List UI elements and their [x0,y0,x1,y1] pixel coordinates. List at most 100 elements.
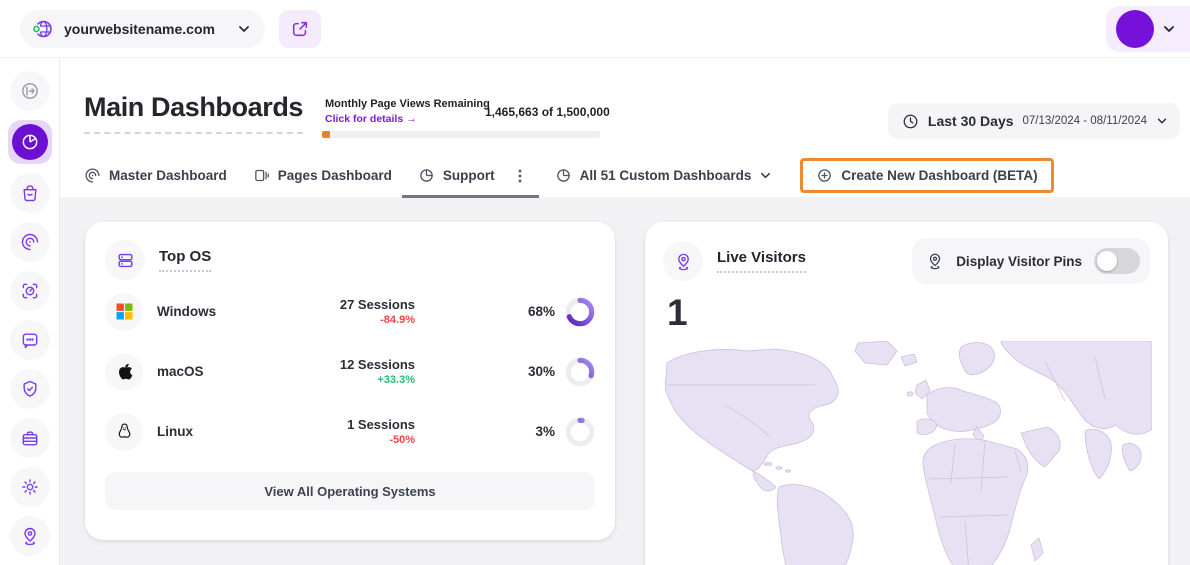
toggle-knob [1097,251,1117,271]
usage-progress-bar [322,131,600,138]
view-all-os-button[interactable]: View All Operating Systems [105,472,595,510]
date-preset: Last 30 Days [927,113,1014,129]
linux-logo [105,412,143,451]
main-area: Main Dashboards Monthly Page Views Remai… [60,58,1190,565]
tab-label: All 51 Custom Dashboards [579,168,752,183]
card-title-top-os: Top OS [159,248,212,272]
dashboard-tabs: Master Dashboard Pages Dashboard Support [84,158,1054,198]
usage-details-link[interactable]: Click for details → [325,113,417,125]
os-change: -84.9% [380,314,415,326]
pie-chart-icon [555,167,572,184]
os-name: macOS [157,364,204,379]
goal-target-icon [20,281,40,301]
live-visitors-card: Live Visitors Display Visitor Pins 1 [645,222,1168,565]
clock-icon [902,113,919,130]
os-name: Linux [157,424,193,439]
sidebar-item-panel-toggle[interactable] [9,71,50,111]
highlight-annotation-box: Create New Dashboard (BETA) [800,158,1054,193]
card-title-live-visitors: Live Visitors [717,249,806,273]
donut-chart [565,357,595,386]
external-link-icon [291,20,309,38]
usage-value: 1,465,663 of 1,500,000 [485,105,610,119]
spiral-icon [20,232,40,252]
sidebar-item-goals[interactable] [9,271,50,311]
account-menu[interactable] [1106,6,1190,52]
sidebar-item-dashboards[interactable] [7,120,52,164]
pins-toggle-label: Display Visitor Pins [956,253,1082,269]
sidebar-item-business[interactable] [9,418,50,458]
page-header: Main Dashboards Monthly Page Views Remai… [60,58,1190,198]
sidebar-item-messages[interactable] [9,320,50,360]
usage-summary: Monthly Page Views Remaining Click for d… [325,98,665,125]
tab-group-support: Support [401,166,539,198]
live-visitor-count: 1 [667,292,688,333]
chevron-down-icon [1156,115,1168,127]
donut-chart [565,417,595,446]
os-row-linux: Linux 1 Sessions -50% 3% [105,403,595,460]
pie-chart-icon [418,167,435,184]
kebab-menu-icon[interactable] [511,166,529,186]
sidebar-item-sessions[interactable] [9,222,50,262]
date-range: 07/13/2024 - 08/11/2024 [1022,115,1147,127]
sidebar-item-security[interactable] [9,369,50,409]
os-change: +33.3% [377,374,415,386]
avatar [1116,10,1154,48]
tab-create-new-dashboard[interactable]: Create New Dashboard (BETA) [816,167,1038,184]
location-pin-icon [926,252,944,270]
tab-master-dashboard[interactable]: Master Dashboard [84,167,227,184]
windows-logo [105,292,143,331]
site-name: yourwebsitename.com [64,20,215,37]
os-sessions: 1 Sessions [347,417,415,432]
os-row-windows: Windows 27 Sessions -84.9% 68% [105,283,595,340]
usage-label: Monthly Page Views Remaining [325,98,490,110]
location-pin-icon [20,526,40,546]
tab-all-custom-dashboards[interactable]: All 51 Custom Dashboards [555,167,773,184]
top-bar: yourwebsitename.com [0,0,1190,58]
shopping-bag-icon [20,183,40,203]
site-selector[interactable]: yourwebsitename.com [20,9,265,48]
chevron-down-icon [1162,22,1176,36]
location-pin-icon [663,241,703,281]
display-visitor-pins-control: Display Visitor Pins [912,238,1150,284]
donut-chart [565,297,595,326]
os-name: Windows [157,304,217,319]
os-percent: 30% [527,364,555,379]
sidebar-item-settings[interactable] [9,467,50,507]
tab-label: Support [442,168,495,183]
settings-gear-icon [20,477,40,497]
os-percent: 3% [535,424,555,439]
sidebar [0,58,60,565]
open-site-button[interactable] [279,9,321,48]
globe-online-icon [30,17,54,41]
tab-label: Create New Dashboard (BETA) [841,168,1038,183]
shield-check-icon [20,379,40,399]
os-sessions: 27 Sessions [339,297,415,312]
os-percent: 68% [527,304,555,319]
sidebar-item-locations[interactable] [9,516,50,556]
world-map [665,341,1152,565]
sidebar-item-commerce[interactable] [9,173,50,213]
tab-label: Master Dashboard [109,168,227,183]
dashboards-pie-icon [20,132,40,152]
usage-progress-fill [322,131,330,138]
server-icon [105,240,145,280]
plus-circle-icon [816,167,833,184]
date-range-picker[interactable]: Last 30 Days 07/13/2024 - 08/11/2024 [887,103,1180,139]
chat-icon [20,330,40,350]
briefcase-icon [20,428,40,448]
tab-support[interactable]: Support [418,167,495,184]
os-sessions: 12 Sessions [339,357,415,372]
page-title: Main Dashboards [84,92,303,134]
os-change: -50% [389,434,415,446]
chevron-down-icon [237,22,251,36]
tab-label: Pages Dashboard [277,168,392,183]
tab-pages-dashboard[interactable]: Pages Dashboard [253,167,392,184]
panel-toggle-icon [20,81,40,101]
os-row-macos: macOS 12 Sessions +33.3% 30% [105,343,595,400]
apple-logo [105,352,143,391]
pages-icon [253,167,270,184]
chevron-down-icon [759,169,772,182]
top-os-card: Top OS Windows 27 Sessions -84.9% 68% [85,222,615,540]
visitor-pins-toggle[interactable] [1094,248,1140,274]
spiral-icon [84,167,101,184]
